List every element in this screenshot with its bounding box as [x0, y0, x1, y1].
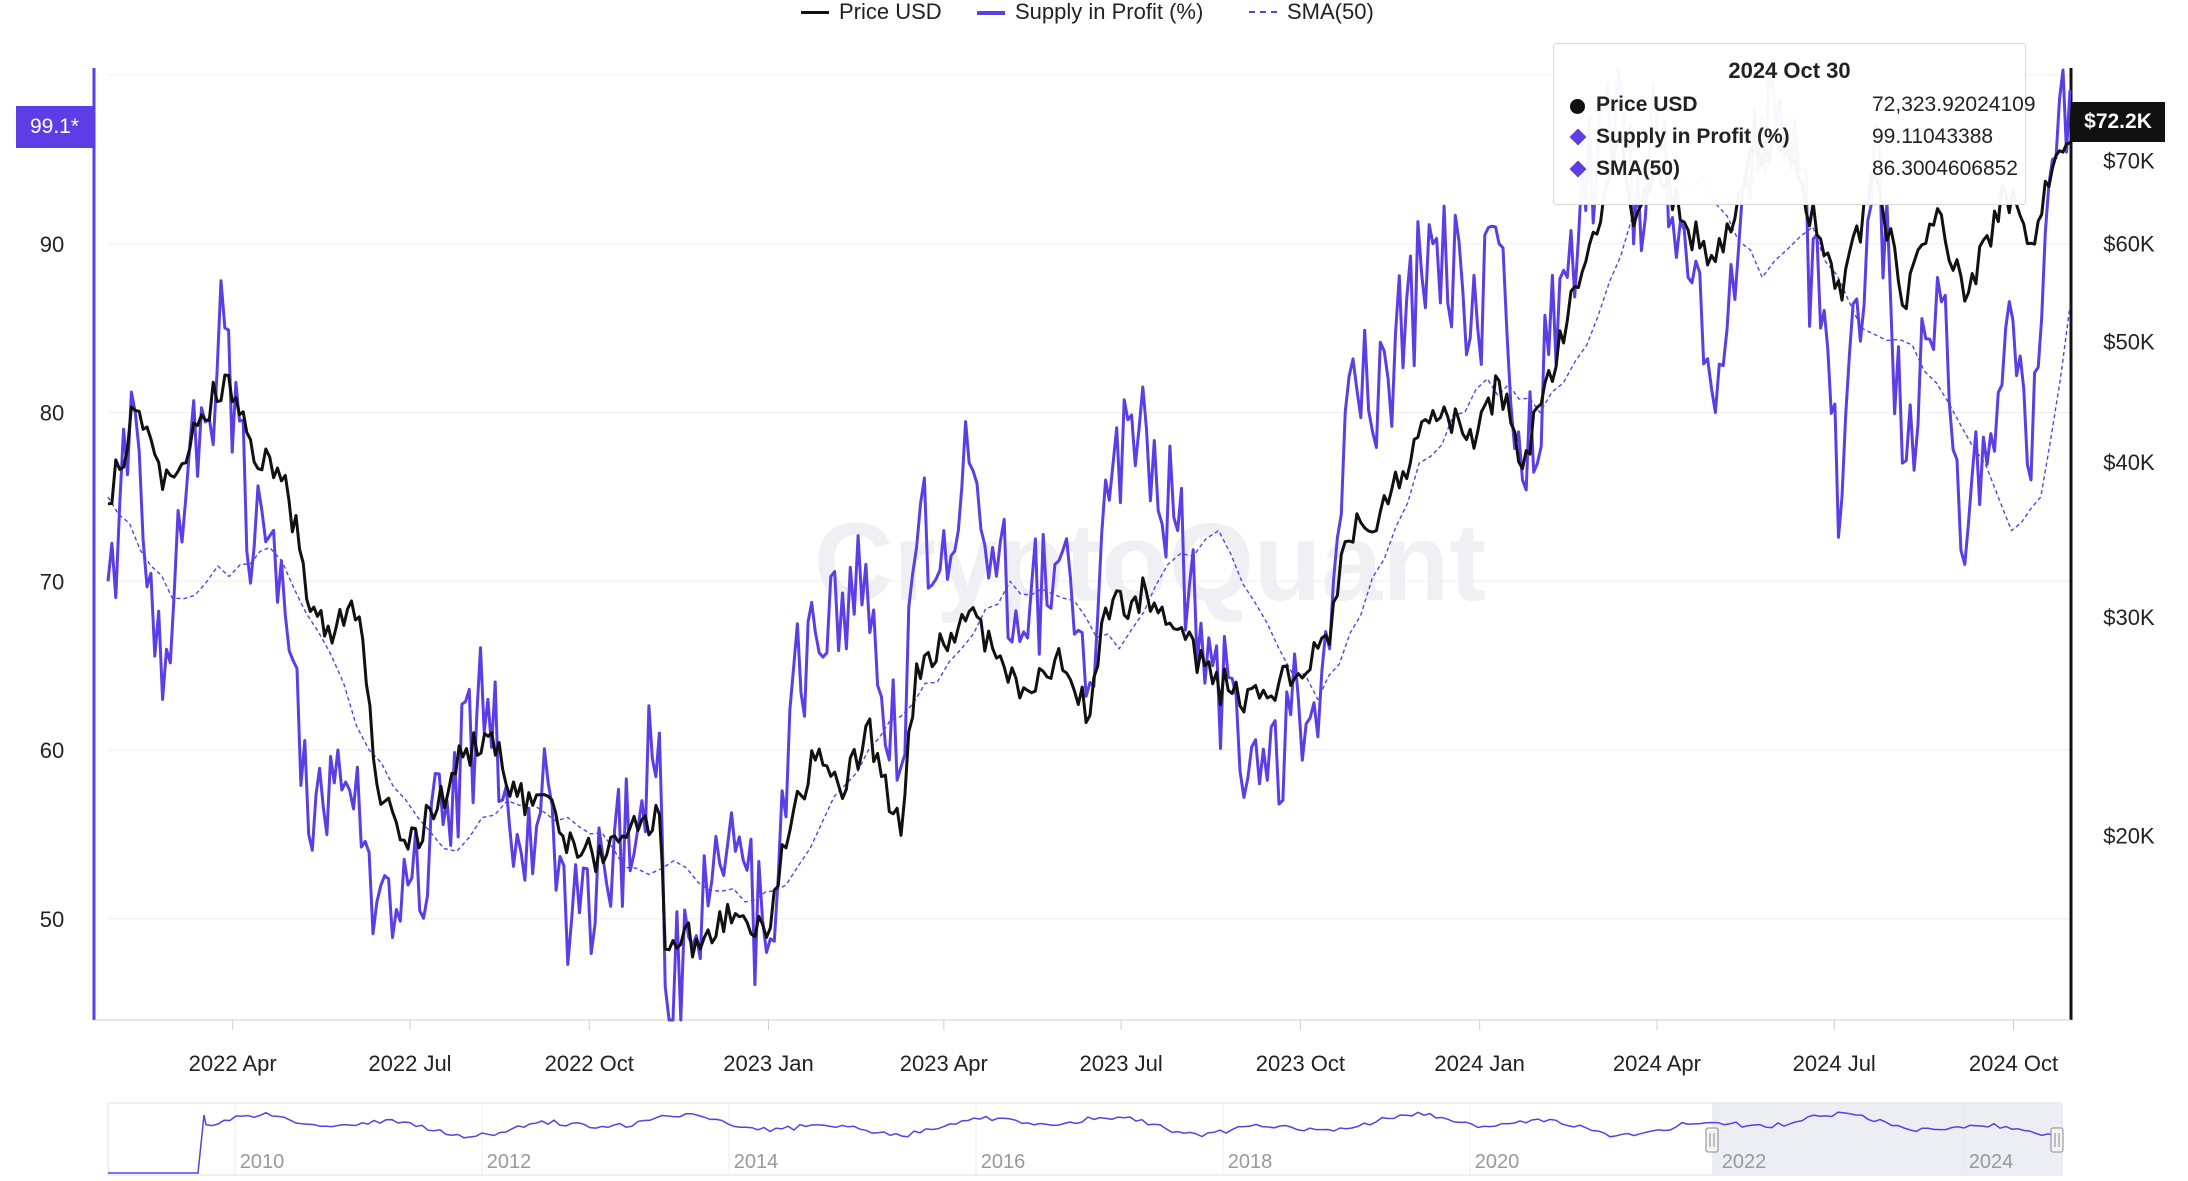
legend-label-price: Price USD [839, 0, 942, 24]
tooltip-value: 72,323.92024109 [1872, 93, 2036, 116]
navigator-year-label: 2022 [1722, 1151, 1767, 1173]
y-right-tick-label: $70K [2103, 148, 2155, 173]
x-tick-label: 2024 Jul [1793, 1051, 1876, 1076]
navigator-year-label: 2012 [487, 1151, 532, 1173]
x-tick-label: 2024 Oct [1969, 1051, 2058, 1076]
legend: Price USD Supply in Profit (%) SMA(50) [0, 0, 2188, 30]
tooltip-name: SMA(50) [1596, 157, 1681, 180]
y-left-tick-label: 80 [40, 401, 64, 426]
diamond-marker-icon [1569, 160, 1587, 178]
circle-marker-icon [1570, 99, 1585, 114]
navigator-year-label: 2010 [240, 1151, 285, 1173]
legend-swatch-supply [977, 11, 1005, 15]
x-tick-label: 2024 Apr [1613, 1051, 1701, 1076]
navigator-selection [1712, 1103, 2062, 1175]
x-tick-label: 2023 Jan [723, 1051, 814, 1076]
tooltip-value: 99.11043388 [1872, 125, 1994, 148]
tooltip-row-price: Price USD 72,323.92024109 [1568, 91, 2036, 119]
x-tick-label: 2023 Oct [1256, 1051, 1345, 1076]
y-right-tick-label: $50K [2103, 330, 2155, 355]
axes [92, 68, 2073, 1021]
y-right-tick-label: $30K [2103, 605, 2155, 630]
series-line-sma [107, 175, 2071, 903]
tooltip-row-sma: SMA(50) 86.3004606852 [1568, 155, 2018, 183]
tooltip-name: Price USD [1596, 93, 1698, 116]
tooltip: 2024 Oct 30 Price USD 72,323.92024109 Su… [1553, 43, 2036, 205]
navigator-handle[interactable] [2050, 1127, 2064, 1153]
navigator-year-label: 2014 [734, 1151, 779, 1173]
legend-swatch-sma [1249, 11, 1277, 13]
navigator-line [108, 1111, 2055, 1174]
navigator-year-label: 2016 [981, 1151, 1026, 1173]
diamond-marker-icon [1569, 128, 1587, 146]
x-tick-label: 2022 Jul [368, 1051, 451, 1076]
y-left-tick-label: 70 [40, 569, 64, 594]
y-left-tick-label: 60 [40, 738, 64, 763]
left-axis-value-tag: 99.1* [16, 106, 93, 148]
legend-label-supply: Supply in Profit (%) [1015, 0, 1204, 24]
x-tick-label: 2022 Oct [545, 1051, 634, 1076]
y-left-tick-label: 50 [40, 907, 64, 932]
y-left-tick-label: 90 [40, 232, 64, 257]
navigator-handle[interactable] [1705, 1127, 1719, 1153]
right-axis-value-tag: $72.2K [2071, 102, 2165, 142]
tooltip-name: Supply in Profit (%) [1596, 125, 1790, 148]
navigator: 2010 2012 2014 2016 2018 2020 2022 2024 [107, 1102, 2064, 1176]
legend-swatch-price [801, 11, 829, 14]
tick-labels: 50 60 70 80 90 $20K $30K $40K $50K $60K $70K 2022 A… [40, 148, 2155, 1076]
x-tick-label: 2023 Jul [1080, 1051, 1163, 1076]
y-right-tick-label: $40K [2103, 450, 2155, 475]
navigator-year-label: 2024 [1969, 1151, 2014, 1173]
tooltip-date: 2024 Oct 30 [1728, 58, 1851, 83]
tooltip-value: 86.3004606852 [1872, 157, 2018, 180]
x-tick-label: 2022 Apr [189, 1051, 277, 1076]
navigator-year-label: 2020 [1475, 1151, 1520, 1173]
navigator-year-label: 2018 [1228, 1151, 1273, 1173]
y-right-tick-label: $60K [2103, 231, 2155, 256]
grid-lines [108, 74, 2070, 920]
legend-label-sma: SMA(50) [1287, 0, 1374, 24]
x-tick-label: 2023 Apr [900, 1051, 988, 1076]
tooltip-row-supply: Supply in Profit (%) 99.11043388 [1568, 123, 2018, 151]
y-right-tick-label: $20K [2103, 823, 2155, 848]
x-tick-label: 2024 Jan [1434, 1051, 1525, 1076]
